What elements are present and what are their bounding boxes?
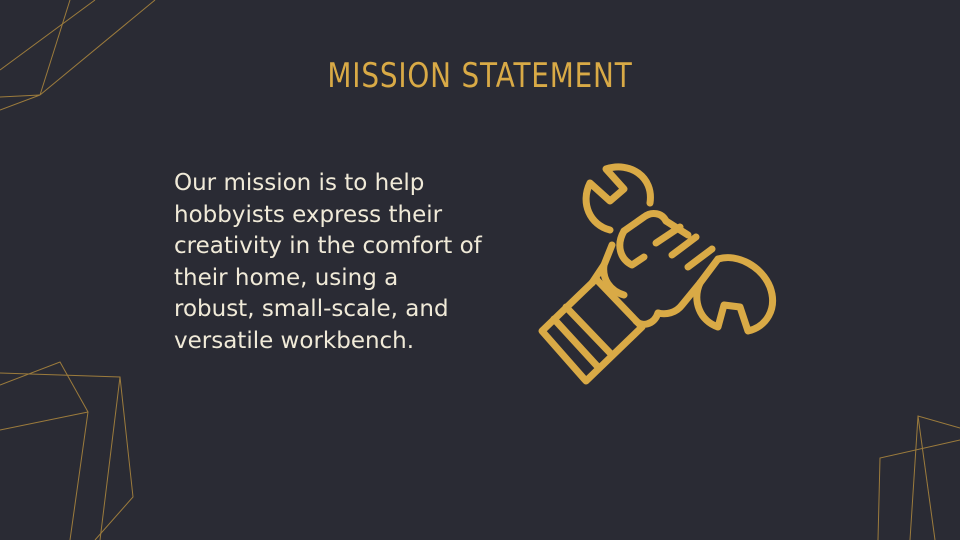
mission-line: Our mission is to help [174,170,425,196]
mission-line: creativity in the comfort of [174,233,482,259]
mission-text: Our mission is to help hobbyists express… [174,168,544,357]
mission-line: robust, small-scale, and [174,296,449,322]
mission-line: versatile workbench. [174,327,415,354]
slide-title: MISSION STATEMENT [327,56,633,96]
hand-holding-wrench-icon [538,163,776,385]
mission-line: hobbyists express their [174,201,443,228]
mission-line: their home, using a [174,264,399,291]
